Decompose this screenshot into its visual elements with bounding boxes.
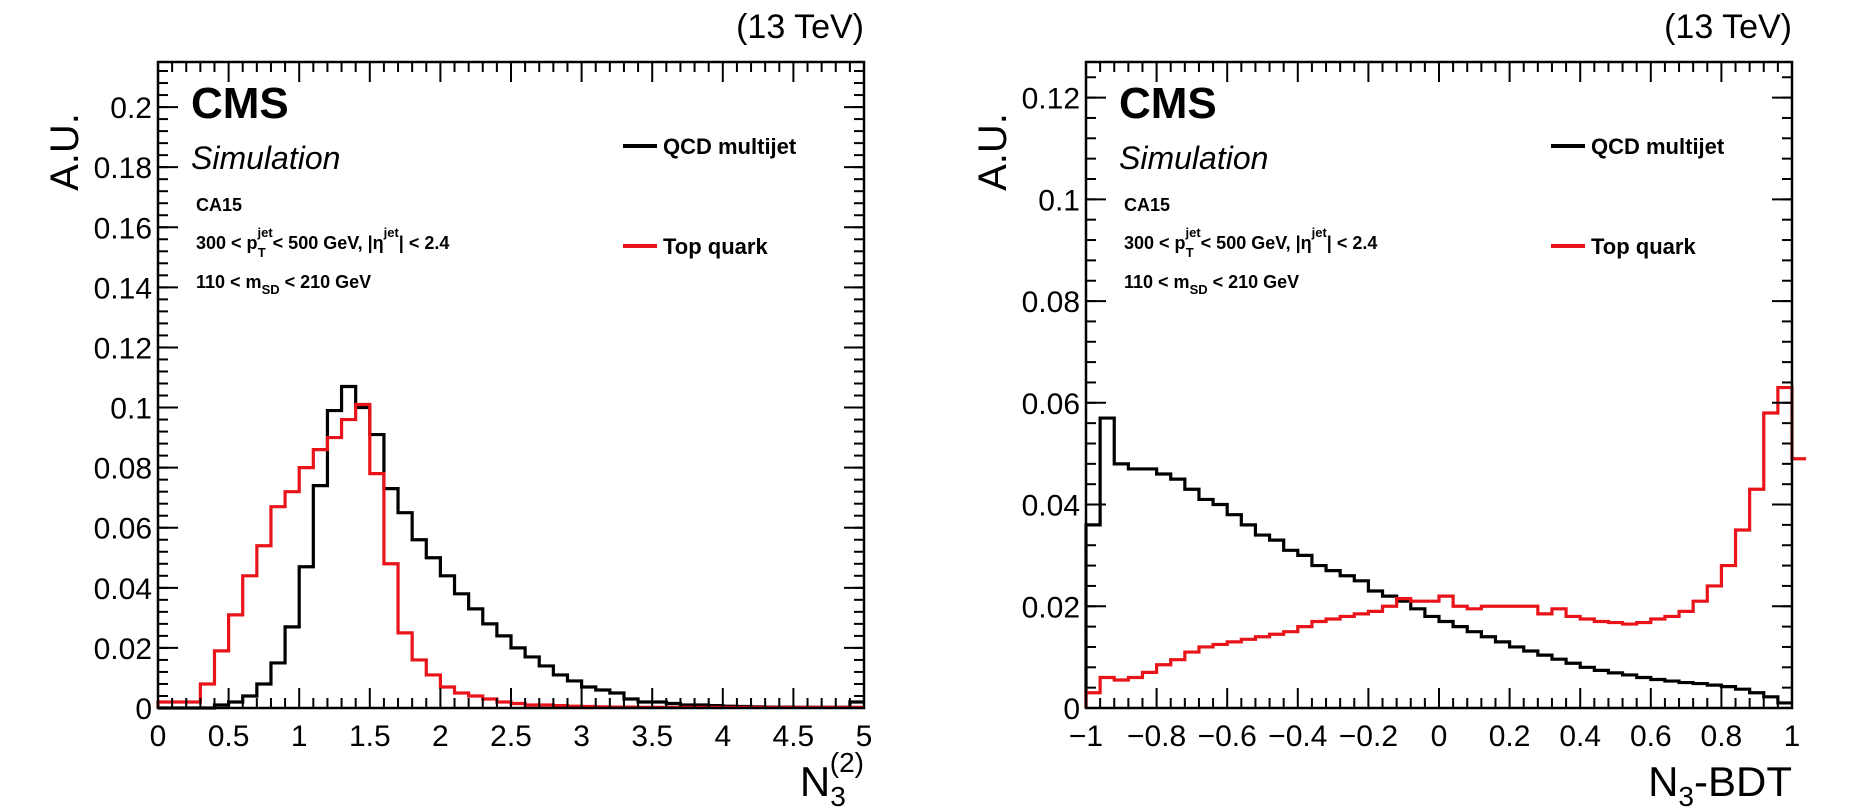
y-tick-label: 0.06 — [1022, 388, 1080, 421]
y-tick-label: 0.1 — [110, 393, 152, 426]
y-tick-label: 0.06 — [94, 513, 152, 546]
info-mass: 110 < mSD < 210 GeV — [196, 272, 371, 297]
series-line-qcd — [1084, 416, 1792, 708]
panel-n3-ecf: 0 0.5 1 1.5 2 2.5 3 3.5 4 4.5 5 0 0.02 0.04 0.06 0.08 0.… — [43, 8, 872, 809]
x-tick-label: 2 — [432, 720, 449, 753]
y-axis-label: A.U. — [971, 113, 1015, 191]
y-tick-label: 0.18 — [94, 152, 152, 185]
x-tick-label: −0.2 — [1339, 720, 1398, 753]
y-tick-label: 0.14 — [94, 272, 152, 305]
legend-label-qcd: QCD multijet — [663, 134, 797, 159]
y-tick-label: 0.02 — [1022, 591, 1080, 624]
info-algorithm: CA15 — [196, 195, 242, 215]
x-tick-label: 4 — [714, 720, 731, 753]
legend-label-qcd: QCD multijet — [1591, 134, 1725, 159]
simulation-label: Simulation — [1119, 140, 1268, 176]
x-tick-label: 0.8 — [1701, 720, 1743, 753]
x-tick-label: 2.5 — [490, 720, 532, 753]
energy-label: (13 TeV) — [736, 8, 864, 46]
energy-label: (13 TeV) — [1664, 8, 1792, 46]
panel-n3-bdt: −1 −0.8 −0.6 −0.4 −0.2 0 0.2 0.4 0.6 0.8 1 0 0.02 0.0… — [971, 8, 1807, 809]
experiment-label: CMS — [1119, 79, 1217, 128]
info-algorithm: CA15 — [1124, 195, 1170, 215]
y-tick-label: 0.1 — [1038, 184, 1080, 217]
legend-label-top: Top quark — [1591, 234, 1696, 259]
x-tick-label: 1 — [1784, 720, 1801, 753]
info-pt-eta: 300 < pjet T < 500 GeV, |ηjet| < 2.4 — [1124, 225, 1377, 260]
x-tick-label: 0.2 — [1489, 720, 1531, 753]
x-tick-label: 0 — [1431, 720, 1448, 753]
x-tick-label: 4.5 — [773, 720, 815, 753]
series-line-top — [1084, 385, 1807, 708]
x-tick-label: 0.4 — [1559, 720, 1601, 753]
y-tick-label: 0.08 — [94, 453, 152, 486]
legend-label-top: Top quark — [663, 234, 768, 259]
experiment-label: CMS — [191, 79, 289, 128]
x-tick-label: −0.6 — [1198, 720, 1257, 753]
x-tick-label: 3 — [573, 720, 590, 753]
x-tick-label: 0 — [150, 720, 167, 753]
x-tick-label: −1 — [1069, 720, 1103, 753]
x-tick-label: 5 — [856, 720, 873, 753]
y-tick-label: 0.12 — [1022, 83, 1080, 116]
y-tick-label: 0.2 — [110, 92, 152, 125]
info-mass: 110 < mSD < 210 GeV — [1124, 272, 1299, 297]
y-tick-label: 0.16 — [94, 212, 152, 245]
x-tick-label: −0.4 — [1268, 720, 1327, 753]
x-tick-label: −0.8 — [1127, 720, 1186, 753]
x-tick-label: 1.5 — [349, 720, 391, 753]
x-tick-label: 3.5 — [631, 720, 673, 753]
y-tick-label: 0.02 — [94, 633, 152, 666]
simulation-label: Simulation — [191, 140, 340, 176]
y-tick-label: 0.04 — [94, 573, 152, 606]
y-tick-label: 0.12 — [94, 332, 152, 365]
x-tick-label: 1 — [291, 720, 308, 753]
x-axis-label: N3-BDT — [1648, 758, 1792, 809]
x-tick-label: 0.5 — [208, 720, 250, 753]
info-pt-eta: 300 < pjet T < 500 GeV, |ηjet| < 2.4 — [196, 225, 449, 260]
y-tick-label: 0.04 — [1022, 490, 1080, 523]
y-tick-label: 0 — [135, 693, 152, 726]
y-tick-label: 0 — [1063, 693, 1080, 726]
series-line-top — [156, 402, 864, 709]
x-axis-label: N3(2) — [800, 747, 864, 809]
y-axis-label: A.U. — [43, 113, 87, 191]
y-tick-label: 0.08 — [1022, 286, 1080, 319]
x-tick-label: 0.6 — [1630, 720, 1672, 753]
